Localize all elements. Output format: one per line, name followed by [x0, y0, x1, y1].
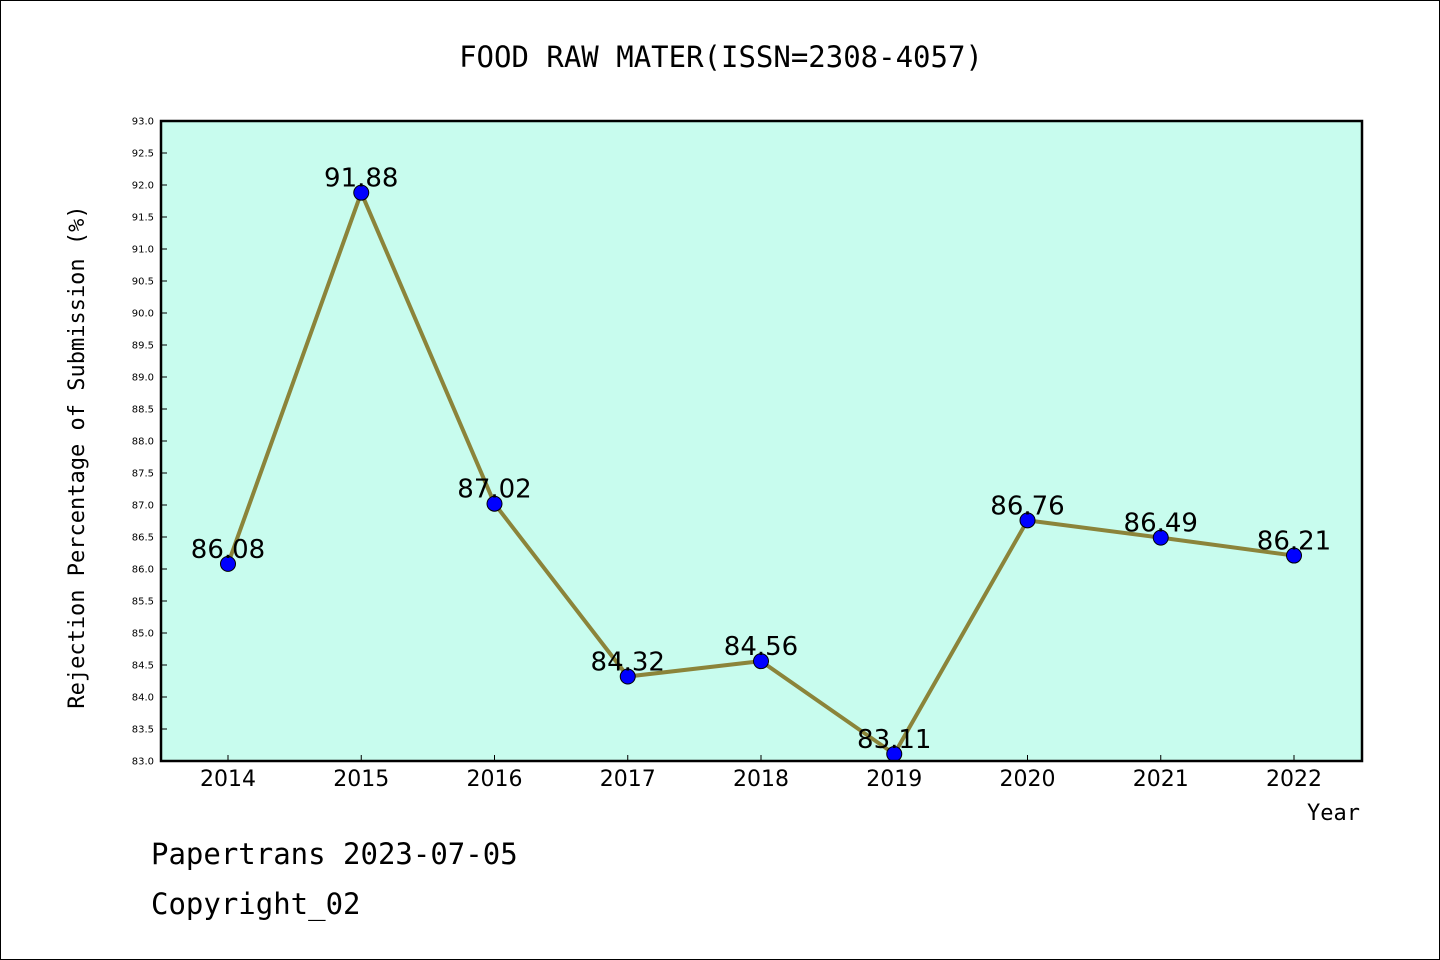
y-tick-label: 85.0: [132, 629, 154, 640]
y-tick-label: 86.5: [132, 533, 154, 544]
plot-frame: [159, 119, 1364, 763]
x-tick-label: 2018: [733, 767, 789, 792]
data-point-label: 84.32: [591, 648, 665, 678]
y-axis-label: Rejection Percentage of Submission (%): [65, 205, 90, 708]
y-tick-label: 83.5: [132, 725, 154, 736]
y-tick-label: 90.0: [132, 309, 154, 320]
data-point-marker: [753, 653, 769, 670]
data-point-label: 83.11: [857, 725, 931, 755]
data-point-label: 86.21: [1257, 527, 1331, 557]
y-tick-label: 92.0: [132, 181, 154, 192]
x-tick-label: 2021: [1133, 767, 1189, 792]
y-tick-label: 88.5: [132, 405, 154, 416]
footer-line-1: Papertrans 2023-07-05: [151, 837, 518, 871]
y-tick-label: 83.0: [132, 757, 154, 768]
y-tick-label: 91.5: [132, 213, 154, 224]
data-point-marker: [619, 668, 636, 685]
y-tick-label: 84.5: [132, 661, 154, 672]
footer-line-2: Copyright_02: [151, 887, 361, 922]
y-tick-label: 85.5: [132, 597, 154, 608]
y-tick-label: 89.0: [132, 373, 154, 384]
data-point-label: 91.88: [324, 164, 398, 194]
x-axis-ticks: 2014 2015 2016 2017 2018 2019 2020 2021 2022: [200, 755, 1322, 792]
y-tick-label: 91.0: [132, 245, 154, 256]
data-point-marker: [1152, 529, 1169, 546]
y-tick-label: 89.5: [132, 341, 154, 352]
y-tick-label: 86.0: [132, 565, 154, 576]
data-point-marker: [486, 495, 503, 512]
data-point-marker: [1286, 547, 1302, 564]
chart-title: FOOD RAW MATER(ISSN=2308-4057): [459, 40, 983, 74]
x-tick-label: 2019: [866, 767, 922, 792]
y-tick-label: 90.5: [132, 277, 154, 288]
data-point-label: 87.02: [457, 475, 531, 505]
x-tick-label: 2020: [1000, 767, 1056, 792]
x-tick-label: 2017: [600, 767, 656, 792]
x-axis-label: Year: [1307, 801, 1360, 826]
y-tick-label: 93.0: [132, 117, 154, 128]
y-tick-label: 87.5: [132, 469, 154, 480]
data-point-marker: [1019, 512, 1036, 529]
x-tick-label: 2015: [333, 767, 389, 792]
data-point-marker: [353, 184, 370, 201]
x-tick-label: 2016: [467, 767, 523, 792]
data-point-marker: [220, 555, 236, 572]
data-labels: 86.08 91.88 87.02 84.32 84.56 83.11 86.76 86.49…: [191, 164, 1331, 755]
y-axis-ticks: 83.0 83.5 84.0 84.5 85.0 85.5 86.0 86.5 87.0 87.5…: [132, 117, 167, 768]
data-point-label: 86.49: [1124, 509, 1198, 539]
x-tick-label: 2022: [1266, 767, 1322, 792]
y-tick-label: 88.0: [132, 437, 154, 448]
data-markers: [220, 184, 1302, 762]
y-tick-label: 84.0: [132, 693, 154, 704]
y-tick-label: 87.0: [132, 501, 154, 512]
y-tick-label: 92.5: [132, 149, 154, 160]
x-tick-label: 2014: [200, 767, 256, 792]
data-point-label: 86.08: [191, 535, 265, 565]
data-point-label: 84.56: [724, 632, 798, 662]
data-point-label: 86.76: [990, 491, 1064, 521]
